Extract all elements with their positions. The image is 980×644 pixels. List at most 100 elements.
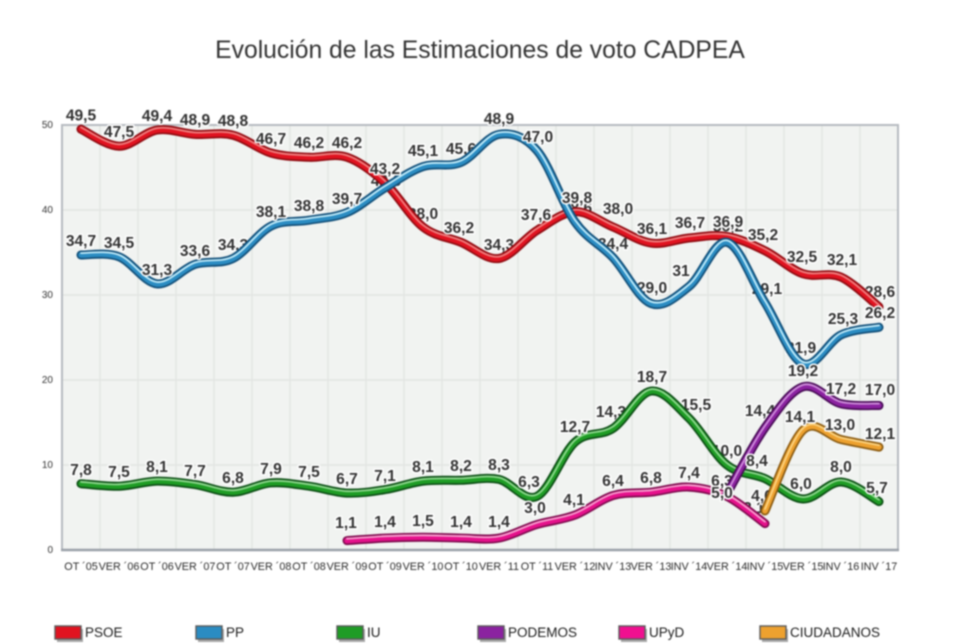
svg-text:CIUDADANOS: CIUDADANOS — [790, 625, 880, 640]
svg-text:10: 10 — [42, 460, 54, 471]
svg-text:17,0: 17,0 — [865, 382, 896, 399]
svg-text:34,5: 34,5 — [104, 235, 135, 252]
svg-text:15,5: 15,5 — [681, 397, 712, 414]
svg-text:8,0: 8,0 — [830, 459, 852, 476]
svg-text:1,5: 1,5 — [412, 513, 434, 530]
svg-text:OT ´10: OT ´10 — [444, 561, 477, 573]
svg-text:VER ´06: VER ´06 — [99, 561, 140, 573]
svg-text:30: 30 — [42, 290, 54, 301]
svg-text:36,1: 36,1 — [637, 221, 668, 238]
svg-text:38,8: 38,8 — [294, 198, 325, 215]
svg-text:48,8: 48,8 — [218, 113, 249, 130]
svg-text:20: 20 — [42, 375, 54, 386]
svg-text:INV ´17: INV ´17 — [861, 561, 898, 573]
svg-text:OT ´05: OT ´05 — [64, 561, 97, 573]
svg-text:INV ´15: INV ´15 — [747, 561, 784, 573]
svg-text:VER ´13: VER ´13 — [631, 561, 672, 573]
svg-text:1,4: 1,4 — [374, 514, 396, 531]
svg-text:INV ´16: INV ´16 — [823, 561, 860, 573]
svg-text:39,7: 39,7 — [332, 191, 362, 208]
svg-text:7,1: 7,1 — [374, 468, 396, 485]
svg-text:31: 31 — [672, 263, 690, 280]
svg-text:OT ´11: OT ´11 — [521, 561, 554, 573]
svg-text:6,8: 6,8 — [222, 470, 244, 487]
svg-text:OT ´07: OT ´07 — [216, 561, 249, 573]
svg-text:17,2: 17,2 — [826, 381, 857, 398]
svg-text:1,4: 1,4 — [450, 514, 472, 531]
svg-text:OT ´06: OT ´06 — [140, 561, 173, 573]
svg-text:43,2: 43,2 — [370, 161, 401, 178]
svg-text:40: 40 — [42, 205, 54, 216]
svg-text:32,1: 32,1 — [827, 252, 858, 269]
svg-text:49,5: 49,5 — [66, 108, 97, 125]
svg-text:38,0: 38,0 — [603, 201, 634, 218]
svg-text:36,7: 36,7 — [675, 215, 705, 232]
svg-text:5,7: 5,7 — [866, 480, 888, 497]
svg-text:45,1: 45,1 — [408, 143, 439, 160]
svg-text:47,0: 47,0 — [523, 129, 554, 146]
svg-text:8,3: 8,3 — [488, 457, 510, 474]
svg-text:6,8: 6,8 — [640, 470, 662, 487]
svg-text:7,9: 7,9 — [260, 461, 282, 478]
svg-text:48,9: 48,9 — [484, 111, 515, 128]
svg-text:VER ´14: VER ´14 — [707, 561, 748, 573]
svg-text:VER ´11: VER ´11 — [479, 561, 519, 573]
svg-text:5,0: 5,0 — [711, 485, 733, 502]
svg-text:18,7: 18,7 — [637, 369, 667, 386]
svg-text:39,8: 39,8 — [562, 190, 593, 207]
svg-text:36,9: 36,9 — [713, 214, 744, 231]
svg-text:UPyD: UPyD — [649, 625, 685, 640]
svg-text:VER ´12: VER ´12 — [555, 561, 596, 573]
svg-text:12,1: 12,1 — [865, 426, 896, 443]
svg-text:19,2: 19,2 — [788, 363, 819, 380]
svg-text:47,5: 47,5 — [104, 124, 135, 141]
svg-text:33,6: 33,6 — [180, 243, 211, 260]
svg-text:32,5: 32,5 — [787, 249, 818, 266]
svg-text:49,4: 49,4 — [142, 108, 173, 125]
svg-text:6,0: 6,0 — [790, 476, 812, 493]
svg-text:8,1: 8,1 — [412, 459, 434, 476]
svg-text:14,1: 14,1 — [785, 409, 816, 426]
svg-text:PP: PP — [226, 625, 244, 640]
svg-text:7,5: 7,5 — [108, 464, 130, 481]
svg-text:7,7: 7,7 — [184, 463, 206, 480]
svg-text:8,2: 8,2 — [450, 458, 472, 475]
svg-text:8,4: 8,4 — [746, 453, 768, 470]
svg-text:8,1: 8,1 — [146, 459, 168, 476]
svg-text:38,1: 38,1 — [256, 204, 287, 221]
svg-text:Evolución de las Estimaciones: Evolución de las Estimaciones de voto CA… — [215, 37, 745, 64]
svg-text:7,4: 7,4 — [678, 465, 700, 482]
svg-text:OT ´09: OT ´09 — [368, 561, 401, 573]
svg-text:34,7: 34,7 — [66, 233, 96, 250]
svg-text:6,3: 6,3 — [518, 474, 540, 491]
svg-text:6,4: 6,4 — [602, 473, 624, 490]
svg-text:INV ´14: INV ´14 — [671, 561, 708, 573]
svg-text:0: 0 — [47, 545, 53, 556]
svg-text:VER ´15: VER ´15 — [783, 561, 824, 573]
svg-text:PODEMOS: PODEMOS — [508, 625, 577, 640]
svg-text:31,3: 31,3 — [142, 262, 173, 279]
svg-text:12,7: 12,7 — [560, 419, 590, 436]
svg-text:46,2: 46,2 — [332, 135, 363, 152]
svg-text:25,3: 25,3 — [828, 311, 859, 328]
svg-text:13,0: 13,0 — [825, 417, 856, 434]
svg-text:VER ´10: VER ´10 — [403, 561, 444, 573]
svg-text:1,4: 1,4 — [488, 514, 510, 531]
svg-text:26,2: 26,2 — [865, 305, 896, 322]
svg-text:IU: IU — [367, 625, 381, 640]
svg-text:7,5: 7,5 — [298, 464, 320, 481]
svg-text:1,1: 1,1 — [335, 515, 357, 532]
svg-text:VER ´09: VER ´09 — [327, 561, 368, 573]
svg-text:VER ´08: VER ´08 — [251, 561, 292, 573]
svg-text:48,9: 48,9 — [180, 112, 211, 129]
svg-text:INV ´13: INV ´13 — [595, 561, 632, 573]
svg-text:6,7: 6,7 — [336, 471, 358, 488]
svg-text:37,6: 37,6 — [521, 207, 552, 224]
svg-text:VER ´07: VER ´07 — [175, 561, 216, 573]
svg-text:36,2: 36,2 — [444, 220, 475, 237]
svg-text:7,8: 7,8 — [70, 462, 92, 479]
svg-text:35,2: 35,2 — [748, 227, 779, 244]
svg-text:46,2: 46,2 — [294, 135, 325, 152]
svg-text:50: 50 — [42, 120, 54, 131]
svg-text:OT ´08: OT ´08 — [292, 561, 325, 573]
